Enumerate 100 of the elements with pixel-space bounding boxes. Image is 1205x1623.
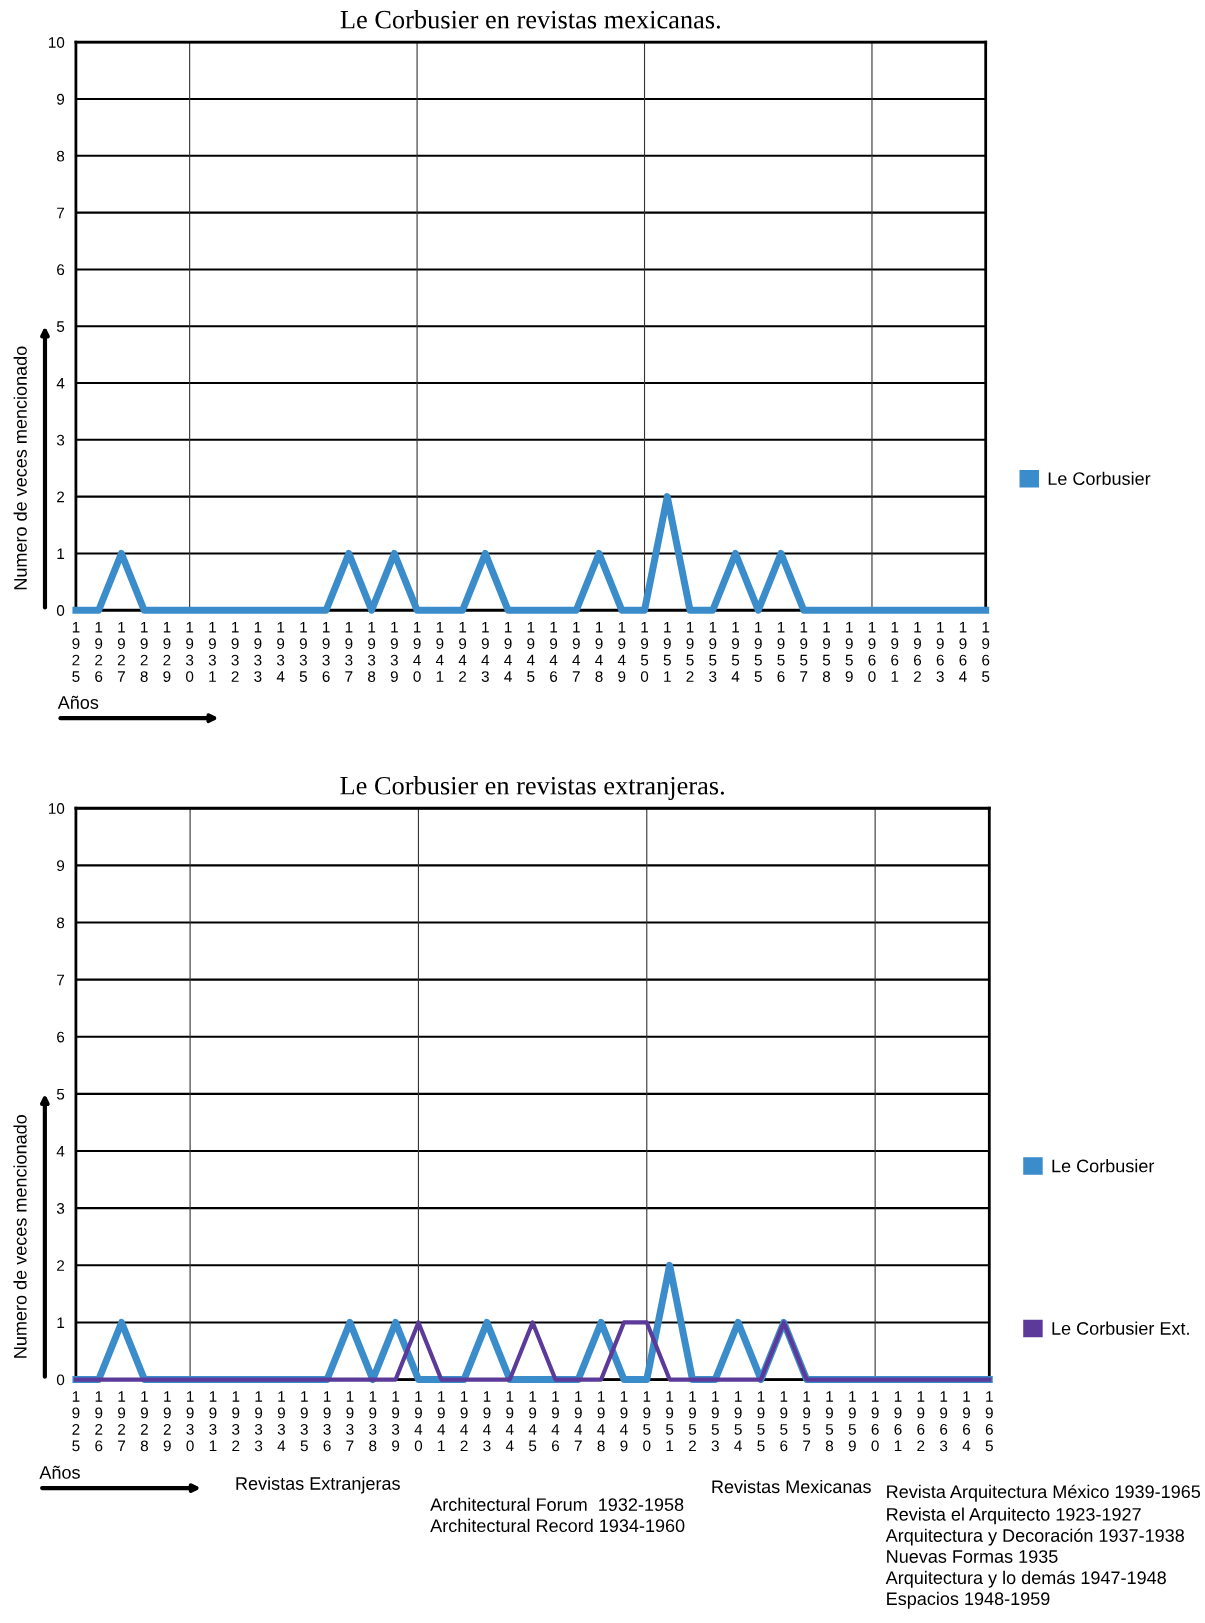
y-tick-label: 10 bbox=[48, 37, 65, 48]
x-tick-label: 1 9 3 0 bbox=[185, 621, 194, 682]
legend-label: Le Corbusier Ext. bbox=[1052, 1321, 1189, 1335]
y-tick-label: 5 bbox=[56, 321, 65, 332]
x-tick-label: 1 9 4 8 bbox=[597, 1391, 605, 1452]
y-tick-label: 1 bbox=[57, 548, 65, 559]
x-tick-label: 1 9 4 9 bbox=[617, 621, 626, 682]
x-tick-label: 1 9 4 8 bbox=[595, 621, 603, 682]
x-tick-label: 1 9 2 6 bbox=[95, 1391, 103, 1452]
y-tick-label: 0 bbox=[56, 605, 65, 616]
x-tick-label: 1 9 6 5 bbox=[985, 1391, 993, 1452]
x-tick-label: 1 9 4 1 bbox=[435, 621, 444, 682]
x-tick-label: 1 9 5 1 bbox=[665, 1391, 674, 1452]
y-axis-title: Numero de veces mencionado bbox=[13, 1115, 27, 1358]
x-tick-label: 1 9 2 6 bbox=[95, 621, 103, 682]
x-axis-title: Años bbox=[39, 1465, 80, 1479]
x-tick-label: 1 9 6 0 bbox=[871, 1391, 879, 1452]
x-tick-label: 1 9 5 6 bbox=[780, 1391, 788, 1452]
y-tick-label: 0 bbox=[56, 1374, 65, 1386]
x-tick-label: 1 9 5 2 bbox=[688, 1391, 697, 1452]
x-tick-label: 1 9 3 3 bbox=[254, 621, 262, 682]
x-tick-label: 1 9 3 8 bbox=[367, 621, 376, 682]
x-tick-label: 1 9 3 6 bbox=[322, 621, 330, 682]
x-tick-label: 1 9 4 4 bbox=[505, 1391, 514, 1452]
x-tick-label: 1 9 2 7 bbox=[118, 1391, 126, 1452]
text: Architectural Record 1934-1960 bbox=[430, 1518, 685, 1533]
x-tick-label: 1 9 5 6 bbox=[777, 621, 785, 682]
x-tick-label: 1 9 5 8 bbox=[825, 1391, 834, 1452]
x-tick-label: 1 9 3 7 bbox=[346, 1391, 354, 1452]
x-tick-label: 1 9 3 3 bbox=[254, 1391, 263, 1452]
text: Nuevas Formas 1935 bbox=[887, 1550, 1058, 1563]
x-tick-label: 1 9 2 9 bbox=[163, 1391, 171, 1452]
y-tick-label: 8 bbox=[56, 150, 65, 162]
y-tick-label: 4 bbox=[56, 1146, 65, 1157]
x-tick-label: 1 9 5 0 bbox=[643, 1391, 651, 1452]
x-tick-label: 1 9 3 8 bbox=[369, 1391, 377, 1452]
y-tick-label: 2 bbox=[57, 1260, 65, 1271]
x-tick-label: 1 9 5 3 bbox=[711, 1391, 719, 1452]
x-tick-label: 1 9 6 5 bbox=[982, 621, 990, 682]
x-tick-label: 1 9 3 2 bbox=[232, 1391, 240, 1452]
x-tick-label: 1 9 6 4 bbox=[962, 1391, 971, 1452]
x-tick-label: 1 9 6 3 bbox=[936, 621, 944, 682]
x-tick-label: 1 9 6 0 bbox=[868, 621, 876, 682]
x-tick-label: 1 9 4 7 bbox=[574, 1391, 583, 1452]
x-tick-label: 1 9 5 2 bbox=[686, 621, 694, 682]
x-tick-label: 1 9 5 5 bbox=[757, 1391, 765, 1452]
x-tick-label: 1 9 3 9 bbox=[391, 1391, 400, 1452]
x-tick-label: 1 9 4 3 bbox=[483, 1391, 491, 1452]
x-tick-label: 1 9 4 4 bbox=[504, 621, 512, 682]
x-tick-label: 1 9 5 3 bbox=[709, 621, 717, 682]
x-tick-label: 1 9 3 2 bbox=[231, 621, 239, 682]
x-tick-label: 1 9 5 0 bbox=[640, 621, 649, 682]
x-tick-label: 1 9 5 5 bbox=[754, 621, 762, 682]
y-tick-label: 6 bbox=[57, 264, 65, 276]
x-tick-label: 1 9 2 5 bbox=[72, 621, 80, 682]
y-tick-label: 10 bbox=[48, 803, 65, 814]
x-tick-label: 1 9 3 9 bbox=[390, 621, 398, 682]
x-tick-label: 1 9 4 1 bbox=[437, 1391, 446, 1452]
x-tick-label: 1 9 3 4 bbox=[277, 1391, 286, 1452]
y-tick-label: 8 bbox=[56, 917, 65, 929]
legend-label: Le Corbusier bbox=[1052, 1159, 1155, 1173]
x-tick-label: 1 9 2 7 bbox=[117, 621, 125, 682]
x-tick-label: 1 9 3 5 bbox=[300, 1391, 308, 1452]
x-tick-label: 1 9 5 4 bbox=[731, 621, 740, 682]
y-tick-label: 7 bbox=[57, 974, 65, 986]
x-tick-label: 1 9 6 2 bbox=[917, 1391, 925, 1452]
text: Revista el Arquitecto 1923-1927 bbox=[887, 1507, 1141, 1525]
y-tick-label: 1 bbox=[57, 1317, 65, 1328]
x-tick-label: 1 9 4 5 bbox=[528, 1391, 537, 1452]
text: Arquitectura y lo demás 1947-1948 bbox=[885, 1570, 1166, 1588]
y-tick-label: 9 bbox=[57, 860, 65, 872]
x-tick-label: 1 9 4 3 bbox=[481, 621, 490, 682]
x-tick-label: 1 9 3 4 bbox=[276, 621, 285, 682]
x-tick-label: 1 9 6 4 bbox=[959, 621, 967, 682]
x-tick-label: 1 9 3 0 bbox=[186, 1391, 194, 1452]
y-axis-title: Numero de veces mencionado bbox=[13, 346, 27, 590]
x-tick-label: 1 9 3 5 bbox=[299, 621, 307, 682]
x-tick-label: 1 9 4 6 bbox=[551, 1391, 560, 1452]
x-tick-label: 1 9 2 8 bbox=[140, 621, 148, 682]
x-tick-label: 1 9 4 2 bbox=[460, 1391, 468, 1452]
x-tick-label: 1 9 4 0 bbox=[413, 621, 421, 682]
legend-label: Le Corbusier bbox=[1048, 471, 1151, 486]
y-tick-label: 9 bbox=[57, 93, 65, 105]
x-tick-label: 1 9 5 9 bbox=[848, 1391, 856, 1452]
y-tick-label: 2 bbox=[57, 491, 65, 503]
y-tick-label: 4 bbox=[56, 378, 65, 389]
x-tick-label: 1 9 3 1 bbox=[208, 621, 216, 682]
x-tick-label: 1 9 6 3 bbox=[939, 1391, 948, 1452]
x-tick-label: 1 9 5 4 bbox=[734, 1391, 742, 1452]
x-tick-label: 1 9 4 2 bbox=[458, 621, 467, 682]
y-tick-label: 3 bbox=[56, 434, 65, 446]
y-tick-label: 3 bbox=[56, 1203, 65, 1214]
x-tick-label: 1 9 3 1 bbox=[209, 1391, 217, 1452]
y-tick-label: 7 bbox=[57, 207, 65, 219]
x-tick-label: 1 9 5 8 bbox=[822, 621, 831, 682]
x-tick-label: 1 9 3 6 bbox=[323, 1391, 331, 1452]
text: Revista Arquitectura México 1939-1965 bbox=[887, 1484, 1201, 1502]
x-tick-label: 1 9 4 5 bbox=[526, 621, 535, 682]
text: Revistas Mexicanas bbox=[712, 1479, 871, 1494]
x-tick-label: 1 9 3 7 bbox=[345, 621, 353, 682]
